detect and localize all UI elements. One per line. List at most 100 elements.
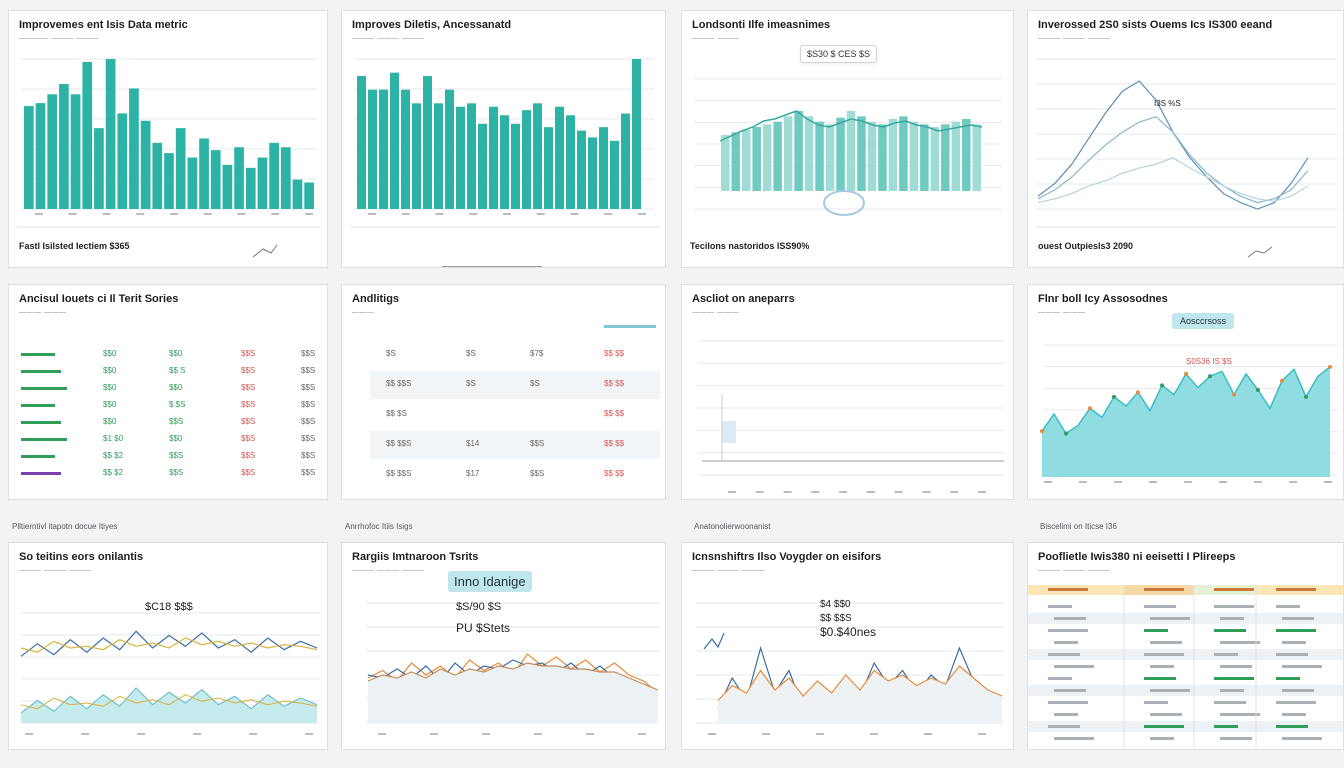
card-8-footer: Biscelimi on Iticse I36 xyxy=(1040,522,1117,531)
chart-annotation: $4 $$0 xyxy=(820,599,851,610)
cell-mark xyxy=(1144,677,1176,680)
cell-mark xyxy=(1220,713,1260,716)
header-text-mark xyxy=(1144,588,1184,591)
colored-table-12 xyxy=(1028,585,1343,749)
header-accent xyxy=(604,325,656,328)
bar xyxy=(24,106,34,209)
bar xyxy=(222,164,233,209)
data-point xyxy=(1304,394,1308,399)
table-row xyxy=(1028,649,1343,660)
bar xyxy=(752,127,761,191)
table-cell: $$S xyxy=(301,349,316,358)
card-subtitle: ——— xyxy=(352,309,375,316)
table-cell: $$ $2 xyxy=(103,451,124,460)
card-footer: Fastl Isilsted Iectiem $365 xyxy=(19,241,130,251)
bar xyxy=(379,89,388,209)
x-tick xyxy=(35,213,43,215)
chart-annotation: $S/90 $S xyxy=(456,601,502,613)
line-chart-9 xyxy=(20,612,321,735)
chart-card-10: Rargiis Imtnaroon Tsrits ——— ——— ——— Inn… xyxy=(341,542,666,750)
table-cell: $S xyxy=(466,379,476,388)
line-chart-4 xyxy=(1036,58,1338,258)
cell-mark xyxy=(1282,641,1306,644)
x-tick xyxy=(102,213,111,215)
area-line-area xyxy=(1042,367,1330,477)
x-tick xyxy=(136,213,145,215)
bar xyxy=(35,103,46,209)
bar xyxy=(731,132,740,191)
row-stripe xyxy=(370,431,660,459)
cell-mark xyxy=(1144,605,1176,608)
card-title: Londsonti Ilfe imeasnimes xyxy=(692,19,831,31)
table-cell: $$S xyxy=(241,434,256,443)
series-line xyxy=(717,665,1003,701)
x-tick xyxy=(978,491,986,493)
x-tick xyxy=(81,733,89,735)
bar xyxy=(555,106,564,209)
series-line xyxy=(1037,157,1309,204)
table-card-5: Ancisul Iouets ci Il Terit Sories ——— ——… xyxy=(8,284,328,500)
x-tick xyxy=(638,213,646,215)
chart-pill: Inno Idanige xyxy=(448,571,532,592)
sparkline xyxy=(252,244,278,258)
cell-mark xyxy=(1048,629,1088,632)
table-cell: $S xyxy=(386,349,396,358)
line-chart-10 xyxy=(366,602,660,735)
x-tick xyxy=(1219,481,1227,483)
table-row xyxy=(1028,733,1343,744)
bar xyxy=(199,138,209,209)
bar xyxy=(82,61,93,209)
table-cell: $$S xyxy=(301,434,316,443)
cell-mark xyxy=(1144,701,1168,704)
cell-mark xyxy=(1048,677,1072,680)
data-point xyxy=(1040,429,1044,434)
bar xyxy=(962,119,971,191)
cell-mark xyxy=(1276,677,1300,680)
data-point xyxy=(1232,392,1236,397)
bar xyxy=(500,115,509,209)
table-row xyxy=(1028,601,1343,612)
row-bar xyxy=(21,472,61,475)
table-cell: $$S xyxy=(301,417,316,426)
bar xyxy=(721,135,730,191)
highlight-box xyxy=(722,421,736,443)
table-cell: $7$ xyxy=(530,349,544,358)
chart-card-8: Flnr boll Icy Assosodnes ——— ——— Aosccrs… xyxy=(1027,284,1344,500)
card-title: Ascliot on aneparrs xyxy=(692,293,795,305)
x-tick xyxy=(755,491,764,493)
bar-chart-3 xyxy=(694,78,1002,216)
bar xyxy=(762,124,772,191)
chart-card-9: So teitins eors onilantis ——— ——— ——— $C… xyxy=(8,542,328,750)
line-chart-7 xyxy=(698,340,1004,493)
cell-mark xyxy=(1214,653,1238,656)
card-subtitle: ——— ——— xyxy=(19,309,67,316)
cell-mark xyxy=(1220,617,1244,620)
x-tick xyxy=(401,213,410,215)
bar xyxy=(434,103,443,209)
cell-mark xyxy=(1276,653,1308,656)
table-cell: $S xyxy=(530,379,540,388)
table-row xyxy=(1028,673,1343,684)
table-cell: $$S xyxy=(301,383,316,392)
x-tick xyxy=(570,213,579,215)
card-subtitle: ——— ——— xyxy=(1038,309,1086,316)
data-point xyxy=(1112,394,1116,399)
card-7-footer: Anatonolierwoonanist xyxy=(694,522,771,531)
card-title: Rargiis Imtnaroon Tsrits xyxy=(352,551,479,563)
table-cell: $$0 xyxy=(103,417,117,426)
cell-mark xyxy=(1054,689,1086,692)
x-tick xyxy=(469,213,478,215)
bar xyxy=(456,106,465,209)
x-tick xyxy=(1184,481,1192,483)
x-tick xyxy=(1289,481,1297,483)
x-tick xyxy=(503,213,511,215)
bar xyxy=(105,59,116,209)
data-point xyxy=(1328,365,1332,370)
table-cell: $$S xyxy=(241,366,256,375)
bar xyxy=(412,103,421,209)
bar xyxy=(577,130,586,209)
table-cell: $$ S xyxy=(169,366,186,375)
cell-mark xyxy=(1282,617,1314,620)
cell-mark xyxy=(1276,701,1316,704)
bar xyxy=(357,76,366,209)
